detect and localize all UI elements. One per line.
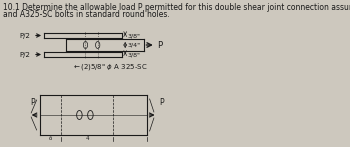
Text: ō: ō [49,136,52,141]
Text: P: P [30,98,35,107]
Text: P: P [159,98,163,107]
Text: 3/8": 3/8" [127,52,140,57]
Text: 10.1 Determine the allowable load P permitted for this double shear joint connec: 10.1 Determine the allowable load P perm… [3,3,350,12]
Text: 3/4": 3/4" [127,42,140,47]
Text: and A325-SC bolts in standard round holes.: and A325-SC bolts in standard round hole… [3,10,170,19]
Text: $\leftarrow$(2)5/8" $\phi$ A 325-SC: $\leftarrow$(2)5/8" $\phi$ A 325-SC [72,61,147,71]
Text: 4: 4 [85,136,89,141]
Text: P/2: P/2 [20,51,30,57]
Text: 3/8": 3/8" [127,33,140,38]
Text: P: P [157,41,162,50]
Text: P/2: P/2 [20,32,30,39]
